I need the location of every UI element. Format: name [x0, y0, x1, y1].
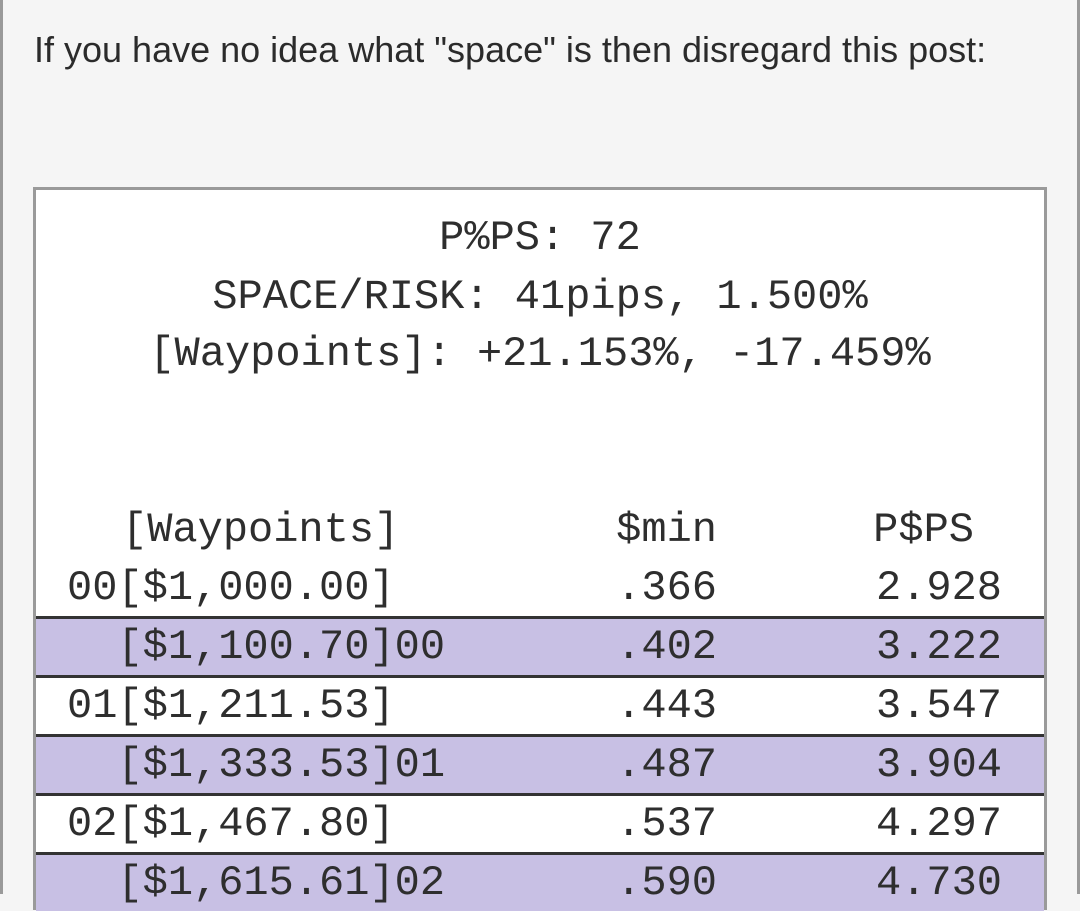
- table-row: 01[$1,211.53] .443 3.547: [36, 675, 1044, 734]
- table-row: [$1,100.70]00 .402 3.222: [36, 616, 1044, 675]
- min-cell: .590: [616, 859, 717, 907]
- pps-cell: 3.222: [875, 623, 1002, 671]
- header-waypoints: [Waypoints]: [122, 506, 400, 554]
- min-cell: .537: [616, 800, 717, 848]
- frame-border-right: [1077, 0, 1080, 894]
- pps-cell: 4.730: [875, 859, 1002, 907]
- table-row: 02[$1,467.80] .537 4.297: [36, 793, 1044, 852]
- table-row: 00[$1,000.00] .366 2.928: [36, 560, 1044, 616]
- summary-waypoints: [Waypoints]: +21.153%, -17.459%: [149, 330, 931, 378]
- post-image[interactable]: P%PS: 72 SPACE/RISK: 41pips, 1.500% [Way…: [33, 187, 1047, 911]
- frame-border-left: [0, 0, 3, 894]
- pps-cell: 2.928: [875, 564, 1002, 612]
- min-cell: .366: [616, 564, 717, 612]
- waypoint-cell: 01[$1,211.53]: [67, 682, 395, 730]
- summary-space-risk: SPACE/RISK: 41pips, 1.500%: [212, 273, 868, 321]
- header-pps: P$PS: [873, 506, 974, 554]
- header-min: $min: [616, 506, 717, 554]
- waypoint-cell: [$1,615.61]02: [67, 859, 446, 907]
- min-cell: .443: [616, 682, 717, 730]
- waypoint-cell: 02[$1,467.80]: [67, 800, 395, 848]
- pps-cell: 3.904: [875, 741, 1002, 789]
- table-row: [$1,615.61]02 .590 4.730: [36, 852, 1044, 911]
- waypoint-cell: [$1,333.53]01: [67, 741, 446, 789]
- post-text: If you have no idea what "space" is then…: [34, 29, 987, 70]
- pps-cell: 4.297: [875, 800, 1002, 848]
- table-row: [$1,333.53]01 .487 3.904: [36, 734, 1044, 793]
- min-cell: .487: [616, 741, 717, 789]
- summary-ppps: P%PS: 72: [439, 214, 641, 262]
- pps-cell: 3.547: [875, 682, 1002, 730]
- waypoint-cell: 00[$1,000.00]: [67, 564, 395, 612]
- waypoint-cell: [$1,100.70]00: [67, 623, 446, 671]
- min-cell: .402: [616, 623, 717, 671]
- table-header: [Waypoints] $min P$PS: [36, 502, 1044, 558]
